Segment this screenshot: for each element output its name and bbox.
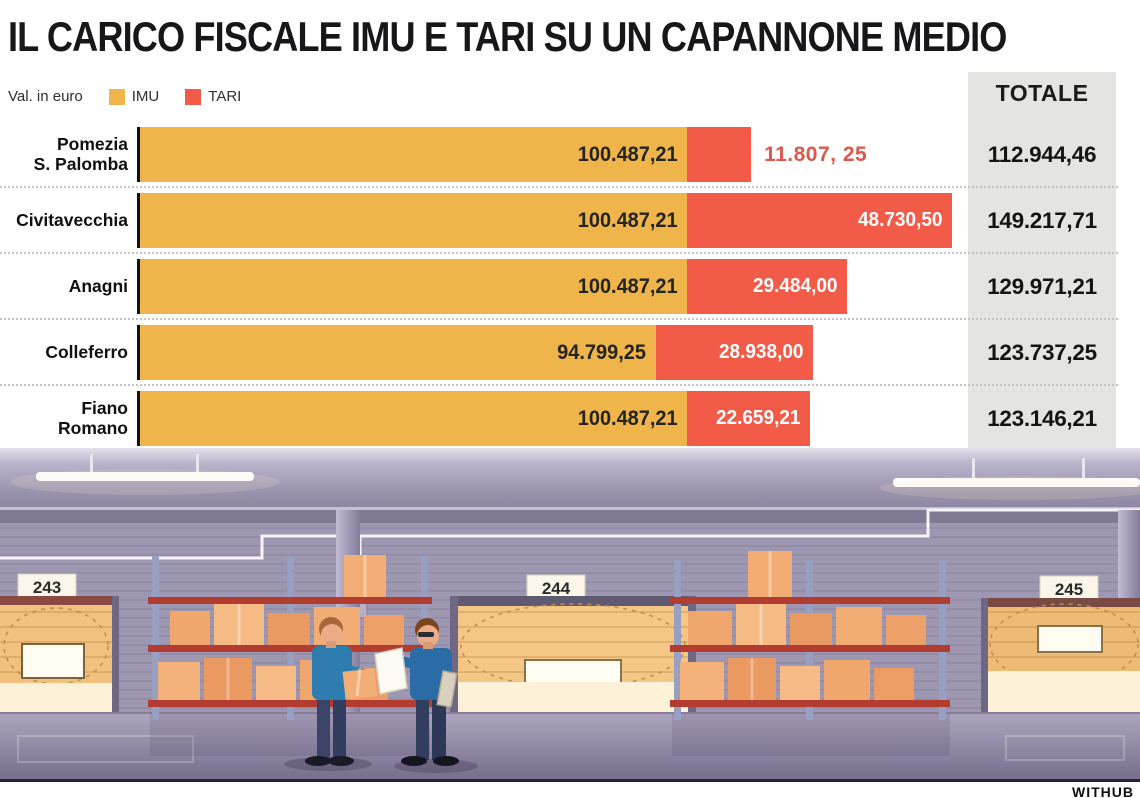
worker-right (374, 618, 478, 773)
chart-row-fiano-romano: Fiano Romano 100.487,21 22.659,21 123.14… (0, 391, 1140, 446)
tari-value-label-outside (810, 391, 823, 446)
tari-bar-segment: 22.659,21 (686, 391, 811, 446)
imu-bar-segment: 100.487,21 (140, 127, 687, 182)
clipboard (436, 670, 458, 708)
imu-bar-segment: 100.487,21 (140, 193, 687, 248)
roll-up-door-243: 243 (0, 573, 119, 712)
legend-item-tari: TARI (185, 88, 241, 105)
imu-bar-segment: 100.487,21 (140, 259, 687, 314)
tari-value-label-outside (813, 325, 826, 380)
imu-value-label: 100.487,21 (577, 142, 678, 166)
credit-strip: WITHUB (0, 779, 1140, 798)
tari-bar-segment: 28.938,00 (655, 325, 814, 380)
imu-value-label: 100.487,21 (577, 274, 678, 298)
tari-bar-segment: 29.484,00 (686, 259, 848, 314)
credit-withub: WITHUB (1072, 784, 1134, 798)
stacked-bar: 100.487,21 29.484,00 (137, 259, 860, 314)
category-label: Civitavecchia (16, 209, 128, 230)
total-value: 149.217,71 (987, 207, 1097, 233)
legend-item-imu: IMU (108, 88, 160, 105)
stacked-bar: 94.799,25 28.938,00 (137, 325, 826, 380)
category-label: Fiano Romano (58, 397, 128, 438)
stacked-bar: 100.487,21 48.730,50 (137, 193, 965, 248)
imu-value-label: 100.487,21 (577, 406, 678, 430)
warehouse-floor (0, 712, 1140, 779)
tari-value-label: 29.484,00 (753, 275, 838, 297)
door-number-sign: 243 (33, 578, 61, 597)
stacked-bar: 100.487,21 22.659,21 (137, 391, 823, 446)
cardboard-boxes (680, 551, 926, 700)
paper-sheet (374, 647, 408, 695)
total-value: 123.737,25 (987, 339, 1097, 365)
sunglasses (418, 632, 434, 637)
page-title: IL CARICO FISCALE IMU E TARI SU UN CAPAN… (8, 13, 1007, 60)
legend-tari-label: TARI (208, 88, 242, 105)
chart-row-civitavecchia: Civitavecchia 100.487,21 48.730,50 149.2… (0, 193, 1140, 248)
warehouse-illustration: 243 244 (0, 448, 1140, 779)
row-separator (0, 252, 1118, 254)
shelf-rack-right (670, 551, 950, 720)
total-value: 123.146,21 (987, 405, 1097, 431)
roll-up-door-244: 244 (450, 574, 696, 712)
tari-value-label: 48.730,50 (857, 209, 943, 231)
tari-bar-segment: 48.730,50 (686, 193, 952, 248)
row-separator (0, 318, 1118, 320)
door-number-sign: 245 (1055, 580, 1083, 599)
chart-row-pomezia: Pomezia S. Palomba 100.487,21 11.807, 25… (0, 127, 1140, 182)
imu-bar-segment: 100.487,21 (140, 391, 687, 446)
category-label: Colleferro (45, 341, 128, 362)
legend-unit-label: Val. in euro (8, 88, 83, 105)
row-separator (0, 186, 1118, 188)
imu-bar-segment: 94.799,25 (140, 325, 656, 380)
tari-bar-segment (686, 127, 752, 182)
row-separator (0, 384, 1118, 386)
imu-swatch-icon (108, 88, 125, 105)
roll-up-door-245: 245 (981, 575, 1140, 712)
tari-value-label-outside (952, 193, 965, 248)
legend: Val. in euro IMU TARI (8, 88, 241, 105)
category-label: Anagni (68, 275, 128, 296)
worker-left (284, 617, 378, 771)
chart-row-colleferro: Colleferro 94.799,25 28.938,00 123.737,2… (0, 325, 1140, 380)
imu-value-label: 94.799,25 (557, 340, 647, 364)
total-value: 112.944,46 (987, 141, 1097, 167)
legend-imu-label: IMU (131, 88, 160, 105)
tari-value-label-outside: 11.807, 25 (764, 142, 868, 166)
imu-value-label: 100.487,21 (577, 208, 678, 232)
door-number-sign: 244 (542, 579, 571, 598)
total-value: 129.971,21 (987, 273, 1097, 299)
tari-swatch-icon (185, 88, 202, 105)
tari-value-label: 22.659,21 (716, 407, 801, 429)
totale-header: TOTALE (995, 80, 1089, 106)
ceiling-light-fixture (10, 454, 1140, 500)
tari-value-label: 28.938,00 (719, 341, 804, 363)
tari-value-label-outside (847, 259, 860, 314)
stacked-bar: 100.487,21 11.807, 25 (137, 127, 867, 182)
chart-row-anagni: Anagni 100.487,21 29.484,00 129.971,21 (0, 259, 1140, 314)
category-label: Pomezia S. Palomba (33, 133, 128, 174)
